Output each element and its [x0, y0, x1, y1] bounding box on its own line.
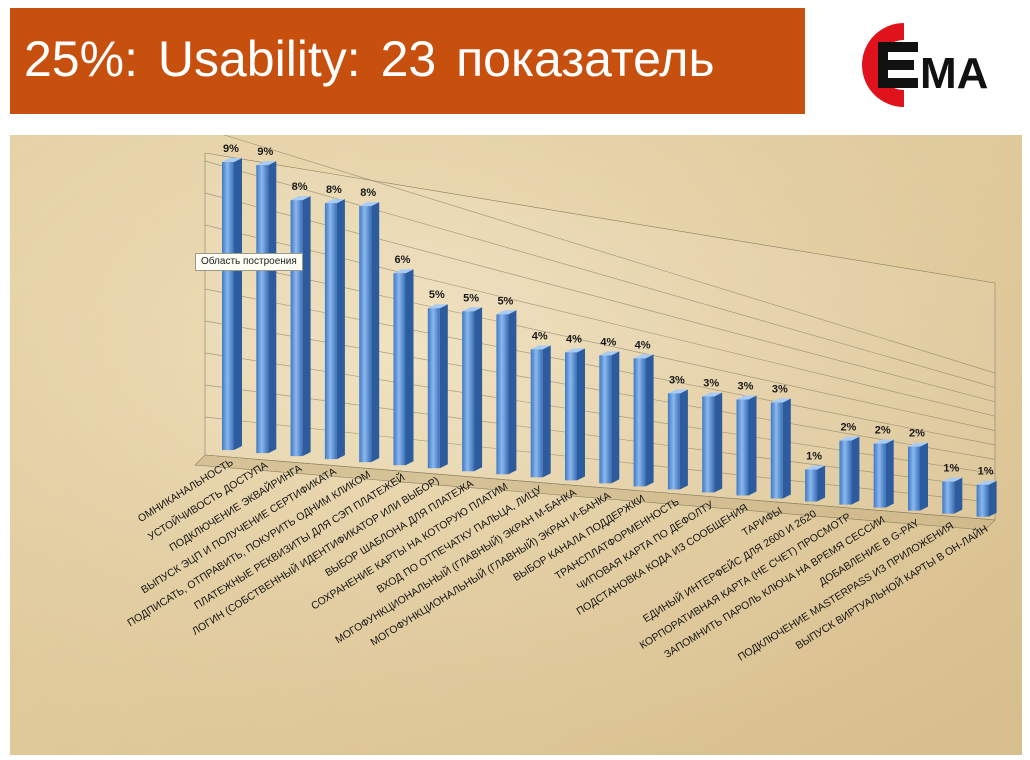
- bar: [256, 161, 277, 454]
- gridline: [223, 135, 996, 374]
- data-label: 2%: [875, 425, 891, 437]
- data-label: 5%: [429, 289, 445, 301]
- data-label: 4%: [566, 333, 582, 345]
- data-label: 8%: [360, 187, 376, 199]
- bar: [565, 348, 585, 481]
- bar: [839, 436, 860, 505]
- data-label: 3%: [772, 384, 788, 396]
- bar: [633, 354, 654, 487]
- data-label: 1%: [943, 463, 959, 475]
- chart-area: 9% 9% 8% 8% 8% 6% 5% 5% 5% 4% 4% 4% 4% 3% 3% 3% 3% 1% 2% 2%…: [10, 135, 1022, 755]
- bar: [908, 442, 928, 511]
- data-label: 1%: [978, 466, 994, 478]
- data-labels: 9% 9% 8% 8% 8% 6% 5% 5% 5% 4% 4% 4% 4% 3% 3% 3% 3% 1% 2% 2%…: [223, 143, 994, 478]
- data-label: 3%: [738, 380, 754, 392]
- data-label: 6%: [395, 254, 411, 266]
- bar: [667, 389, 688, 490]
- data-label: 1%: [806, 451, 822, 463]
- data-label: 4%: [600, 336, 616, 348]
- data-label: 5%: [497, 295, 513, 307]
- data-label: 3%: [669, 374, 685, 386]
- bar: [427, 304, 448, 469]
- data-label: 9%: [223, 143, 239, 155]
- bar: [462, 307, 483, 472]
- bar: [222, 158, 242, 451]
- data-label: 3%: [703, 377, 719, 389]
- bar-chart: 9% 9% 8% 8% 8% 6% 5% 5% 5% 4% 4% 4% 4% 3% 3% 3% 3% 1% 2% 2%…: [10, 135, 1022, 755]
- bar: [942, 477, 963, 514]
- bar: [976, 480, 997, 517]
- bar: [805, 465, 826, 502]
- title-bar: 25%: Usability: 23 показатель: [10, 8, 805, 114]
- data-label: 2%: [909, 428, 925, 440]
- data-label: 4%: [532, 330, 548, 342]
- bar: [702, 392, 723, 493]
- svg-text:MA: MA: [920, 49, 988, 98]
- slide-title: 25%: Usability: 23 показатель: [24, 31, 715, 87]
- data-label: 8%: [292, 181, 308, 193]
- bar: [873, 439, 894, 508]
- data-label: 9%: [257, 146, 273, 158]
- bar: [496, 310, 517, 475]
- data-label: 8%: [326, 184, 342, 196]
- bar: [530, 345, 551, 478]
- bar: [599, 351, 620, 484]
- bar: [736, 395, 757, 496]
- data-label: 2%: [840, 422, 856, 434]
- bar: [770, 398, 791, 499]
- data-label: 5%: [463, 292, 479, 304]
- bar: [393, 269, 414, 466]
- bars: [222, 158, 997, 517]
- bar: [290, 196, 311, 457]
- data-label: 4%: [635, 339, 651, 351]
- plot-area-tooltip: Область построения: [195, 253, 303, 271]
- ema-logo: MA: [858, 20, 1008, 110]
- bar: [324, 199, 345, 460]
- bar: [359, 202, 380, 463]
- gridline: [204, 160, 996, 388]
